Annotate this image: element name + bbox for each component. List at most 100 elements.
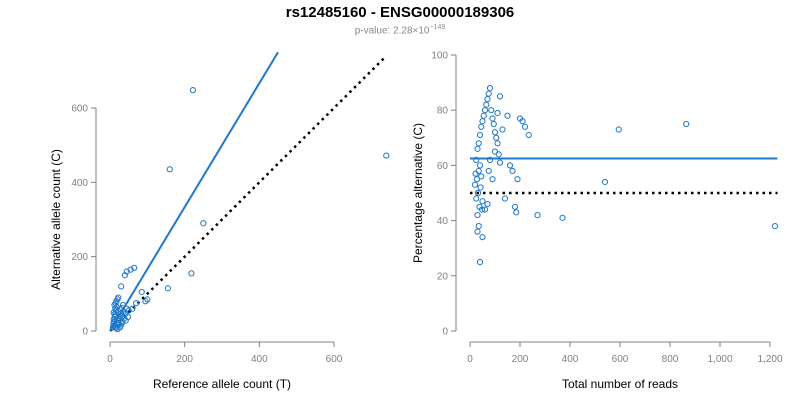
data-point [491, 148, 499, 155]
data-point [115, 294, 122, 301]
pvalue-prefix: p-value: 2.28× [354, 25, 419, 37]
data-point [494, 109, 501, 117]
y-axis-title: Alternative allele count (C) [49, 149, 63, 290]
data-point [144, 296, 151, 303]
data-point [475, 140, 482, 147]
data-point [476, 162, 484, 169]
data-point [474, 145, 481, 152]
data-point [525, 131, 532, 139]
data-point [383, 152, 390, 159]
data-point [164, 285, 171, 292]
y-tick-label: 200 [71, 252, 88, 263]
data-point [489, 115, 496, 122]
data-point [489, 176, 496, 183]
data-point [478, 206, 486, 213]
data-point [166, 166, 173, 173]
data-point [142, 298, 149, 305]
data-point [486, 85, 494, 92]
x-tick-label: 1,000 [707, 354, 732, 365]
data-point [486, 156, 494, 163]
x-tick-label: 600 [326, 354, 343, 365]
data-point [499, 126, 506, 133]
left-scatter-chart: 0 200 400 600 0 200 400 600 Reference allele cou… [49, 51, 390, 391]
data-point [129, 305, 136, 312]
x-axis-title: Reference allele count (T) [153, 377, 291, 391]
data-point [493, 134, 500, 141]
data-point [189, 87, 196, 94]
x-tick-label: 400 [251, 354, 268, 365]
data-point [513, 209, 520, 216]
data-point [200, 220, 207, 227]
data-point [114, 326, 121, 333]
pvalue-base: 10 [418, 25, 430, 37]
data-point [119, 301, 127, 309]
data-point [511, 203, 519, 210]
data-point [481, 206, 489, 213]
data-point [138, 288, 145, 296]
x-tick-label: 400 [562, 354, 579, 365]
data-point [121, 272, 129, 279]
fit-line-regression [109, 51, 279, 332]
y-tick-label: 0 [82, 327, 88, 338]
data-point [683, 120, 690, 128]
data-point [473, 156, 480, 163]
data-point [119, 313, 126, 320]
x-tick-label: 200 [176, 354, 193, 365]
x-tick-label: 0 [107, 354, 113, 365]
data-point [473, 176, 481, 183]
data-point [118, 283, 125, 290]
data-point [476, 131, 484, 139]
data-point [501, 195, 509, 202]
data-point [559, 214, 566, 221]
data-point [514, 176, 521, 183]
data-point [534, 211, 541, 219]
data-point [113, 323, 120, 330]
data-point [480, 112, 487, 119]
data-point [481, 107, 489, 114]
y-tick-label: 600 [71, 104, 88, 115]
data-point [509, 167, 516, 175]
data-point [476, 258, 484, 266]
data-point [483, 101, 490, 108]
y-tick-label: 40 [437, 216, 449, 227]
x-tick-label: 1,200 [757, 354, 782, 365]
data-point [488, 107, 495, 114]
data-point [521, 123, 529, 130]
data-point [601, 178, 609, 186]
data-point [133, 300, 140, 307]
y-tick-label: 400 [71, 178, 88, 189]
data-point [771, 223, 779, 230]
data-point [485, 90, 492, 97]
data-point [477, 184, 484, 191]
data-point [491, 129, 499, 136]
data-point [474, 189, 482, 197]
data-point [472, 170, 479, 177]
y-tick-label: 80 [437, 106, 449, 117]
x-tick-label: 800 [662, 354, 679, 365]
data-point [506, 162, 514, 169]
y-tick-label: 100 [431, 51, 448, 62]
x-tick-label: 600 [612, 354, 629, 365]
data-point [519, 118, 526, 125]
x-tick-label: 0 [467, 354, 473, 365]
data-point [125, 307, 132, 314]
data-point [471, 181, 479, 188]
x-axis-title: Total number of reads [562, 377, 678, 391]
data-point [131, 264, 138, 271]
plot-title: rs12485160 - ENSG00000189306 [285, 4, 515, 21]
data-point [490, 120, 497, 128]
x-tick-label: 200 [512, 354, 529, 365]
data-point [188, 270, 195, 277]
data-point [118, 320, 125, 327]
data-point [484, 200, 491, 208]
right-scatter-chart: 0 20 40 60 80 100 0 200 400 600 800 1,000 1,200 Total… [411, 51, 783, 392]
data-point [479, 198, 486, 205]
data-point [479, 234, 486, 241]
data-point [496, 93, 504, 100]
y-axis-title: Percentage alternative (C) [411, 123, 425, 263]
y-tick-label: 60 [437, 161, 449, 172]
data-point [475, 223, 482, 230]
data-point [123, 268, 130, 275]
data-point [496, 159, 504, 166]
